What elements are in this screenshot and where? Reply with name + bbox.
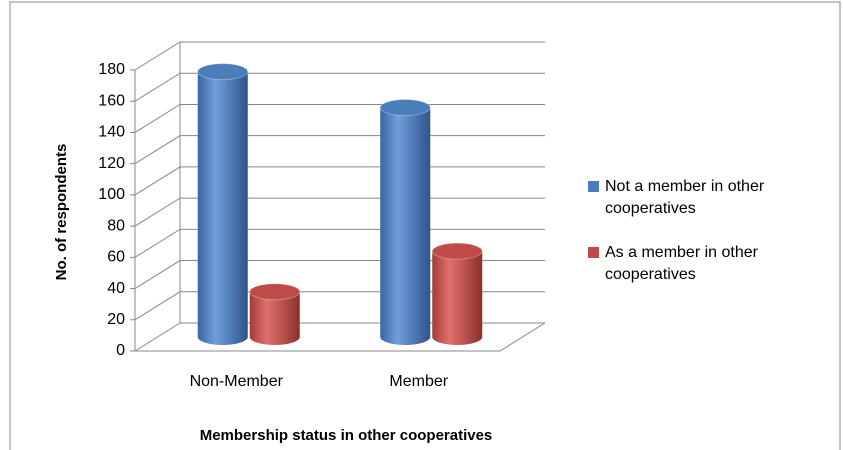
grid-line — [134, 197, 545, 227]
x-tick-label: Member — [389, 373, 448, 390]
grid-line — [134, 228, 545, 258]
cylinder-top — [197, 63, 249, 81]
cylinder-body — [197, 71, 248, 345]
y-tick-label: 40 — [107, 280, 125, 297]
grid-line — [134, 322, 545, 352]
y-tick-label: 100 — [98, 186, 125, 203]
y-tick-label: 120 — [98, 155, 125, 172]
legend-swatch — [588, 181, 599, 192]
legend-item: As a member in other cooperatives — [588, 242, 818, 286]
y-tick-label: 60 — [107, 249, 125, 266]
bar — [197, 63, 249, 345]
legend-label: As a member in other cooperatives — [605, 244, 758, 283]
frame — [9, 1, 841, 450]
legend-swatch — [588, 247, 599, 258]
bar — [249, 283, 301, 345]
grid-line — [134, 135, 545, 165]
grid-line — [134, 103, 545, 133]
grid-line — [134, 260, 545, 289]
cylinder-body — [249, 291, 300, 345]
y-tick-label: 20 — [107, 311, 125, 328]
grid-line — [134, 291, 545, 321]
bar — [431, 242, 483, 345]
y-tick-label: 80 — [107, 217, 125, 234]
grid-line — [134, 72, 545, 102]
cylinder-body — [380, 107, 431, 345]
y-tick-label: 160 — [98, 92, 125, 109]
legend-item: Not a member in other cooperatives — [588, 176, 818, 220]
grid-line — [134, 41, 545, 71]
y-tick-label: 0 — [116, 342, 125, 359]
cylinder-top — [249, 283, 301, 301]
x-tick-label: Non-Member — [190, 373, 284, 390]
y-tick-label: 140 — [98, 124, 125, 141]
y-tick-label: 180 — [98, 61, 125, 78]
cylinder-top — [379, 99, 431, 117]
x-axis-title: Membership status in other cooperatives — [200, 427, 493, 444]
y-axis-title: No. of respondents — [53, 144, 70, 281]
cylinder-body — [432, 251, 483, 345]
cylinder-top — [431, 242, 483, 260]
floor-edge — [135, 322, 546, 352]
bar — [379, 99, 431, 345]
legend-label: Not a member in other cooperatives — [605, 178, 765, 217]
grid-line — [134, 166, 545, 196]
